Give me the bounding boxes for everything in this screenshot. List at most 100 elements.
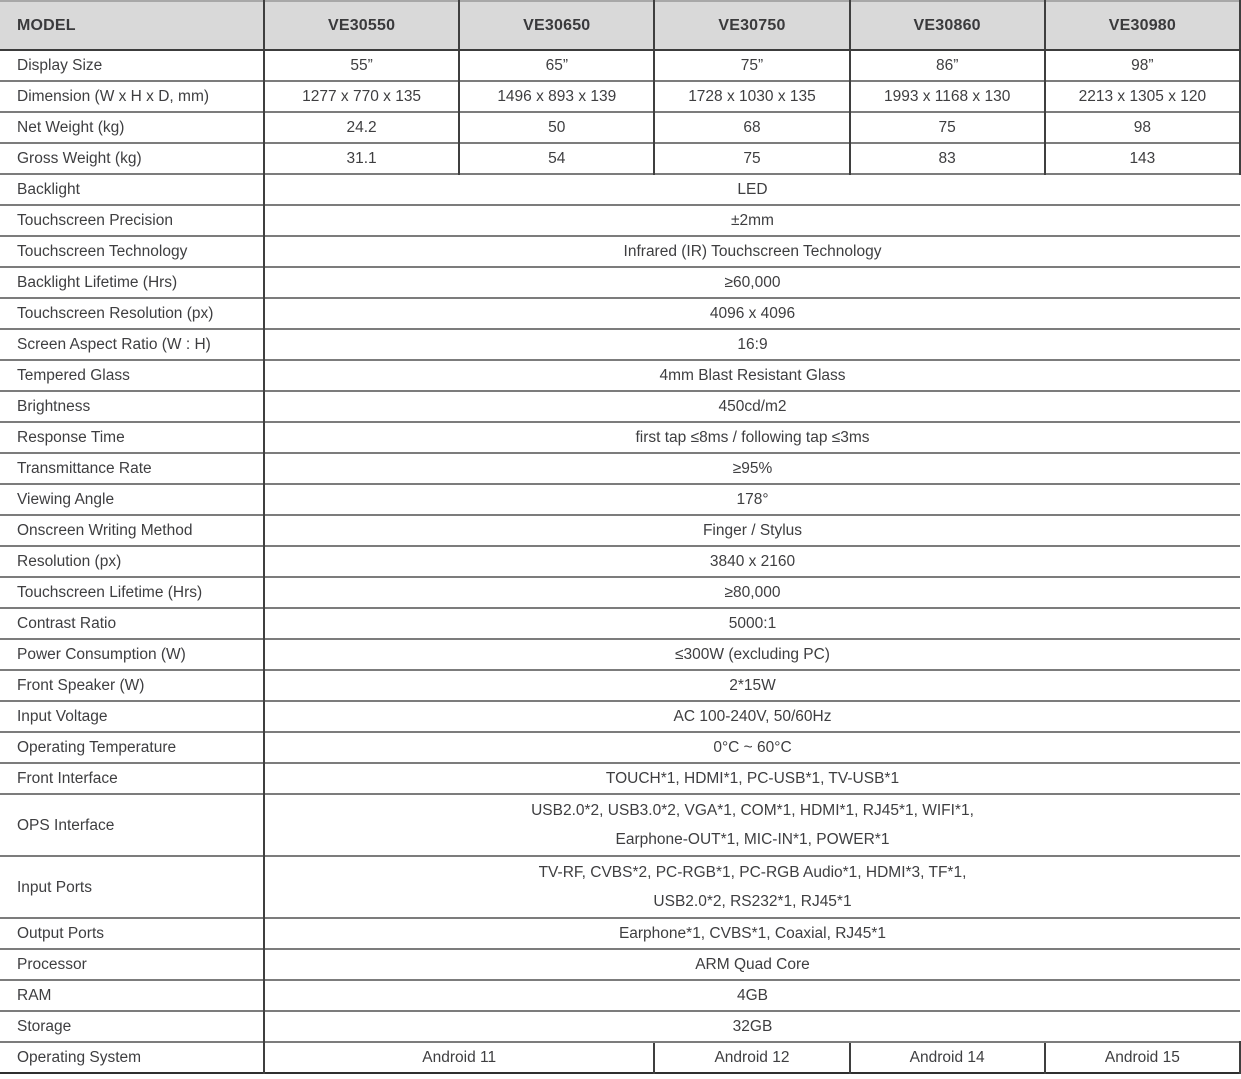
row-ram: RAM 4GB [0, 979, 1240, 1011]
spec-label: Front Speaker (W) [0, 669, 265, 701]
spec-label: Onscreen Writing Method [0, 514, 265, 546]
row-output-ports: Output Ports Earphone*1, CVBS*1, Coaxial… [0, 917, 1240, 949]
row-ops-interface: OPS Interface USB2.0*2, USB3.0*2, VGA*1,… [0, 793, 1240, 856]
spec-value: 83 [848, 142, 1045, 174]
spec-label: Response Time [0, 421, 265, 453]
spec-value: 54 [458, 142, 655, 174]
spec-value: 2213 x 1305 x 120 [1043, 80, 1241, 112]
spec-value: ARM Quad Core [264, 948, 1240, 980]
row-net-weight: Net Weight (kg) 24.2 50 68 75 98 [0, 111, 1241, 143]
spec-label: Backlight Lifetime (Hrs) [0, 266, 265, 298]
spec-value-android-11: Android 11 [262, 1041, 655, 1073]
spec-value: ±2mm [264, 204, 1240, 236]
spec-value-android-14: Android 14 [848, 1041, 1045, 1073]
row-touchscreen-lifetime: Touchscreen Lifetime (Hrs) ≥80,000 [0, 576, 1240, 608]
row-touchscreen-technology: Touchscreen Technology Infrared (IR) Tou… [0, 235, 1240, 267]
spec-value: 450cd/m2 [264, 390, 1240, 422]
spec-value-android-15: Android 15 [1043, 1041, 1241, 1073]
spec-value: 98 [1043, 111, 1241, 143]
spec-value: 32GB [264, 1010, 1240, 1042]
spec-label: Net Weight (kg) [0, 111, 265, 143]
spec-value: TV-RF, CVBS*2, PC-RGB*1, PC-RGB Audio*1,… [264, 855, 1240, 918]
row-input-voltage: Input Voltage AC 100-240V, 50/60Hz [0, 700, 1240, 732]
row-resolution: Resolution (px) 3840 x 2160 [0, 545, 1240, 577]
spec-value: 3840 x 2160 [264, 545, 1240, 577]
spec-label: Input Ports [0, 855, 265, 918]
header-model-ve30750: VE30750 [653, 1, 850, 51]
spec-value: 4GB [264, 979, 1240, 1011]
spec-value: 24.2 [262, 111, 460, 143]
row-operating-system: Operating System Android 11 Android 12 A… [0, 1041, 1241, 1073]
row-operating-temperature: Operating Temperature 0°C ~ 60°C [0, 731, 1240, 763]
spec-label: OPS Interface [0, 793, 265, 856]
row-power-consumption: Power Consumption (W) ≤300W (excluding P… [0, 638, 1240, 670]
spec-label: Touchscreen Lifetime (Hrs) [0, 576, 265, 608]
row-gross-weight: Gross Weight (kg) 31.1 54 75 83 143 [0, 142, 1241, 174]
spec-label: Operating System [0, 1041, 265, 1073]
header-model-ve30980: VE30980 [1043, 1, 1241, 51]
spec-label: Dimension (W x H x D, mm) [0, 80, 265, 112]
spec-value: ≥95% [264, 452, 1240, 484]
spec-value: 55” [262, 49, 460, 81]
spec-value: TOUCH*1, HDMI*1, PC-USB*1, TV-USB*1 [264, 762, 1240, 794]
row-writing-method: Onscreen Writing Method Finger / Stylus [0, 514, 1240, 546]
spec-value: 143 [1043, 142, 1241, 174]
row-front-speaker: Front Speaker (W) 2*15W [0, 669, 1240, 701]
spec-value: 65” [458, 49, 655, 81]
spec-value: 0°C ~ 60°C [264, 731, 1240, 763]
spec-label: Transmittance Rate [0, 452, 265, 484]
spec-label: Brightness [0, 390, 265, 422]
spec-value: Earphone*1, CVBS*1, Coaxial, RJ45*1 [264, 917, 1240, 949]
spec-value: USB2.0*2, USB3.0*2, VGA*1, COM*1, HDMI*1… [264, 793, 1240, 856]
row-touchscreen-resolution: Touchscreen Resolution (px) 4096 x 4096 [0, 297, 1240, 329]
spec-label: Backlight [0, 173, 265, 205]
row-contrast-ratio: Contrast Ratio 5000:1 [0, 607, 1240, 639]
spec-value: LED [264, 173, 1240, 205]
spec-value: 75 [653, 142, 850, 174]
row-viewing-angle: Viewing Angle 178° [0, 483, 1240, 515]
spec-value: 1993 x 1168 x 130 [848, 80, 1045, 112]
header-row: MODEL VE30550 VE30650 VE30750 VE30860 VE… [0, 1, 1241, 51]
row-aspect-ratio: Screen Aspect Ratio (W : H) 16:9 [0, 328, 1240, 360]
spec-label: Input Voltage [0, 700, 265, 732]
row-processor: Processor ARM Quad Core [0, 948, 1240, 980]
spec-value: 4mm Blast Resistant Glass [264, 359, 1240, 391]
spec-label: RAM [0, 979, 265, 1011]
spec-value: 98” [1043, 49, 1241, 81]
spec-label: Storage [0, 1010, 265, 1042]
header-model-ve30860: VE30860 [848, 1, 1045, 51]
header-model-ve30550: VE30550 [262, 1, 460, 51]
spec-label: Touchscreen Technology [0, 235, 265, 267]
row-storage: Storage 32GB [0, 1010, 1240, 1042]
spec-value: 75” [653, 49, 850, 81]
row-tempered-glass: Tempered Glass 4mm Blast Resistant Glass [0, 359, 1240, 391]
spec-label: Viewing Angle [0, 483, 265, 515]
spec-value: ≥60,000 [264, 266, 1240, 298]
spec-label: Display Size [0, 49, 265, 81]
spec-label: Front Interface [0, 762, 265, 794]
row-touchscreen-precision: Touchscreen Precision ±2mm [0, 204, 1240, 236]
spec-value: 31.1 [262, 142, 460, 174]
row-input-ports: Input Ports TV-RF, CVBS*2, PC-RGB*1, PC-… [0, 855, 1240, 918]
spec-label: Touchscreen Resolution (px) [0, 297, 265, 329]
spec-value: 1277 x 770 x 135 [262, 80, 460, 112]
header-model-ve30650: VE30650 [458, 1, 655, 51]
spec-value: ≤300W (excluding PC) [264, 638, 1240, 670]
spec-label: Operating Temperature [0, 731, 265, 763]
row-brightness: Brightness 450cd/m2 [0, 390, 1240, 422]
spec-label: Touchscreen Precision [0, 204, 265, 236]
spec-label: Screen Aspect Ratio (W : H) [0, 328, 265, 360]
spec-value: Infrared (IR) Touchscreen Technology [264, 235, 1240, 267]
spec-value: 5000:1 [264, 607, 1240, 639]
spec-label: Tempered Glass [0, 359, 265, 391]
spec-label: Processor [0, 948, 265, 980]
header-model-label: MODEL [0, 1, 264, 51]
spec-label: Output Ports [0, 917, 265, 949]
row-front-interface: Front Interface TOUCH*1, HDMI*1, PC-USB*… [0, 762, 1240, 794]
spec-value: first tap ≤8ms / following tap ≤3ms [264, 421, 1240, 453]
spec-value: AC 100-240V, 50/60Hz [264, 700, 1240, 732]
spec-label: Power Consumption (W) [0, 638, 265, 670]
row-backlight-lifetime: Backlight Lifetime (Hrs) ≥60,000 [0, 266, 1240, 298]
spec-label: Resolution (px) [0, 545, 265, 577]
